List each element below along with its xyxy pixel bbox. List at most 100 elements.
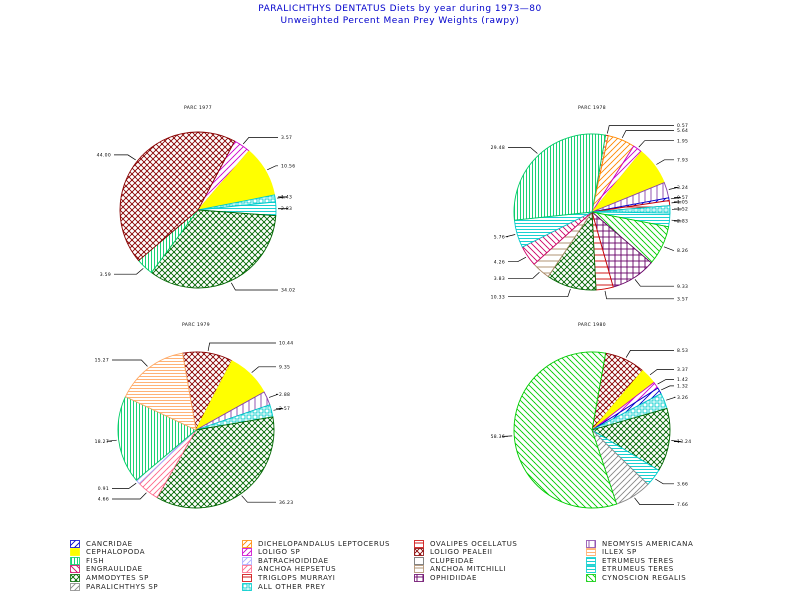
pie-1-value-label: 2.83 xyxy=(281,206,292,212)
pie-1-value-label: 44.00 xyxy=(97,153,111,159)
pie-chart-2: PARC 19780.575.641.957.933.240.571.051.5… xyxy=(491,105,688,302)
pie-2-value-label: 3.57 xyxy=(677,296,688,302)
legend-label: NEOMYSIS AMERICANA xyxy=(602,539,694,548)
pie-4-value-label: 13.24 xyxy=(677,439,691,445)
pie-1-leader-6 xyxy=(114,268,144,275)
pie-3-leader-7 xyxy=(112,482,137,489)
pie-3-slice-fish xyxy=(117,396,197,481)
legend-item-clupeidae: CLUPEIDAE xyxy=(414,556,474,565)
pie-3-leader-8 xyxy=(106,439,117,442)
pie-4-leader-4 xyxy=(661,385,674,391)
legend-item-cephalopoda: CEPHALOPODA xyxy=(70,548,145,557)
legend-label: ANCHOA MITCHILLI xyxy=(430,565,507,574)
legend-item-anchoa-hepsetus: ANCHOA HEPSETUS xyxy=(242,565,336,574)
pie-3-value-label: 9.35 xyxy=(279,364,290,370)
legend-item-etrumeus-teres: ETRUMEUS TERES xyxy=(586,565,674,574)
pie-2-value-label: 5.64 xyxy=(677,128,688,134)
pie-2-leader-9 xyxy=(671,219,682,222)
pie-2-leader-4 xyxy=(656,159,674,165)
legend-swatch xyxy=(242,573,252,582)
legend-label: LOLIGO SP xyxy=(258,548,301,557)
legend-swatch xyxy=(414,548,424,556)
legend-item-batrachoididae: BATRACHOIDIDAE xyxy=(242,556,329,565)
legend-label: ANCHOA HEPSETUS xyxy=(258,565,337,574)
pie-title-1: PARC 1977 xyxy=(184,105,212,111)
pie-4-leader-9 xyxy=(502,435,513,437)
legend-swatch xyxy=(242,556,252,565)
pie-4-slice-ammodytes-sp xyxy=(590,407,671,472)
prey-legend: CANCRIDAE DICHELOPANDALUS LEPTOCERUS OVALI… xyxy=(70,539,790,597)
pie-4-value-label: 1.32 xyxy=(677,384,688,390)
pie-1-leader-5 xyxy=(230,282,278,291)
pie-2-value-label: 4.26 xyxy=(494,259,505,265)
legend-swatch xyxy=(242,565,252,574)
pie-3-leader-3 xyxy=(268,393,279,398)
pie-2-slice-fish xyxy=(513,133,607,221)
pie-2-value-label: 9.33 xyxy=(677,284,688,290)
pie-2-leader-2 xyxy=(621,130,674,139)
pie-3-slice-ammodytes-sp xyxy=(156,416,275,509)
legend-swatch xyxy=(70,573,80,582)
legend-swatch xyxy=(586,548,596,556)
pie-4-value-label: 3.37 xyxy=(677,367,688,373)
legend-item-cancridae: CANCRIDAE xyxy=(70,539,133,548)
legend-label: DICHELOPANDALUS LEPTOCERUS xyxy=(258,539,391,548)
chart-subtitle: Unweighted Percent Mean Prey Weights (ra… xyxy=(280,16,520,26)
pie-4-leader-5 xyxy=(666,396,676,401)
legend-item-paralichthys-sp: PARALICHTHYS SP xyxy=(70,582,158,591)
legend-label: CEPHALOPODA xyxy=(86,548,146,557)
legend-swatch xyxy=(70,565,80,574)
legend-item-cynoscion-regalis: CYNOSCION REGALIS xyxy=(586,573,686,582)
pie-4-leader-6 xyxy=(671,440,682,442)
legend-swatch xyxy=(414,573,424,582)
pie-4-leader-7 xyxy=(655,478,674,485)
pie-1-slice-ammodytes-sp xyxy=(150,209,277,289)
pie-2-leader-14 xyxy=(508,272,540,279)
pie-3-leader-2 xyxy=(251,366,276,373)
pie-3-value-label: 4.66 xyxy=(98,497,109,503)
pie-1-value-label: 3.57 xyxy=(281,135,292,141)
pie-3-leader-1 xyxy=(207,342,276,351)
legend-label: AMMODYTES SP xyxy=(86,573,149,582)
legend-swatch xyxy=(70,582,80,591)
pie-4-value-label: 7.66 xyxy=(677,502,688,508)
pie-2-leader-12 xyxy=(604,290,674,300)
pie-4-value-label: 8.53 xyxy=(677,348,688,354)
legend-swatch xyxy=(242,539,252,548)
pie-2-value-label: 1.05 xyxy=(677,200,688,206)
legend-label: TRIGLOPS MURRAYI xyxy=(258,573,336,582)
legend-swatch xyxy=(414,539,424,548)
legend-label: ENGRAULIDAE xyxy=(86,565,143,574)
pie-1-value-label: 3.59 xyxy=(100,272,111,278)
pie-1-leader-2 xyxy=(267,165,278,171)
pie-chart-4: PARC 1980 8.53 3.37 1.421.32 3.26 13.24 3.66 7.… xyxy=(491,322,691,509)
pie-1-leader-1 xyxy=(242,137,278,145)
legend-item-illex-sp: ILLEX SP xyxy=(586,548,637,557)
pie-4-value-label: 3.26 xyxy=(677,395,688,401)
pie-3-leader-5 xyxy=(241,495,276,503)
pie-2-leader-11 xyxy=(634,279,674,287)
pie-2-value-label: 3.83 xyxy=(494,276,505,282)
pie-3-value-label: 0.91 xyxy=(98,486,109,492)
chart-header: PARALICHTHYS DENTATUS Diets by year duri… xyxy=(0,3,800,27)
legend-item-loligo-pealeii: LOLIGO PEALEII xyxy=(414,548,493,557)
legend-label: OPHIDIIDAE xyxy=(430,573,478,582)
pie-4-value-label: 58.36 xyxy=(491,434,505,440)
pie-2-leader-15 xyxy=(508,256,527,263)
legend-item-anchoa-mitchilli: ANCHOA MITCHILLI xyxy=(414,565,506,574)
pie-3-leader-4 xyxy=(273,407,284,411)
pie-3-slice-illex-sp xyxy=(124,352,197,431)
pie-1-leader-7 xyxy=(114,154,136,161)
legend-label: CYNOSCION REGALIS xyxy=(602,573,687,582)
pie-1-value-label: 1.43 xyxy=(281,195,292,201)
pie-2-leader-5 xyxy=(668,186,679,190)
pie-1-value-label: 34.02 xyxy=(281,288,295,294)
legend-swatch xyxy=(414,556,424,565)
pie-1-leader-3 xyxy=(277,196,288,199)
pie-2-leader-13 xyxy=(508,288,571,298)
pie-2-value-label: 8.26 xyxy=(677,248,688,254)
pie-2-value-label: 2.83 xyxy=(677,219,688,225)
pie-charts-panel: PARC 1977 3.57 10.56 1.43 2.83 34.02 3.59 44.00… xyxy=(95,105,691,509)
pie-2-leader-1 xyxy=(606,125,674,134)
pie-3-value-label: 2.57 xyxy=(279,406,290,412)
